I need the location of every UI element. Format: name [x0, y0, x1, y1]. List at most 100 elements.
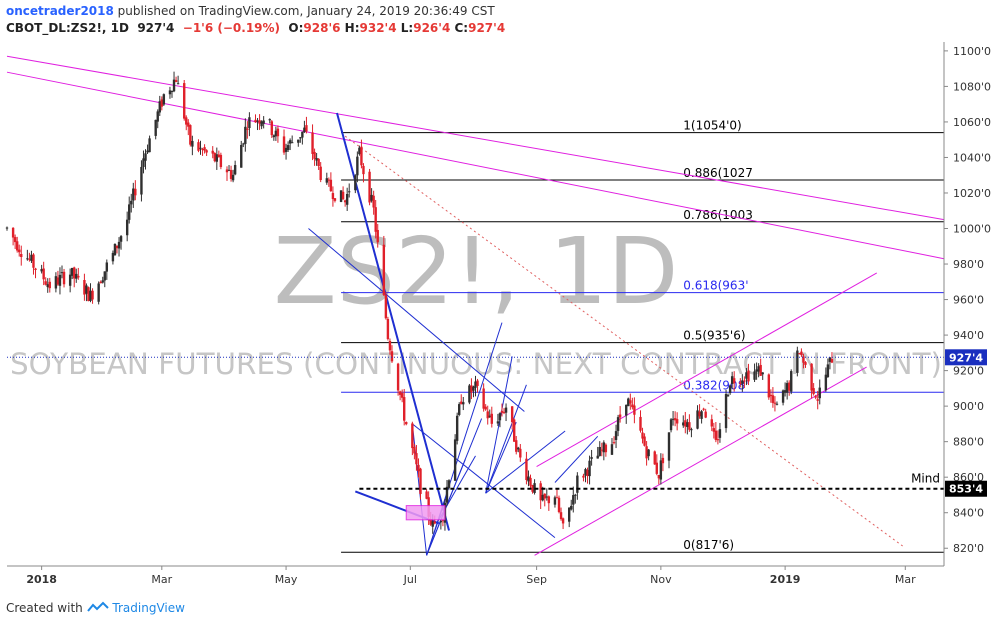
candle-body — [42, 268, 45, 280]
candle-body — [229, 170, 233, 179]
candle-body — [276, 128, 280, 137]
candle-body — [584, 469, 587, 476]
candle-body — [270, 121, 274, 136]
candle-body — [201, 148, 204, 150]
fan-line[interactable] — [426, 494, 448, 556]
candle-body — [101, 280, 104, 283]
candle-body — [56, 277, 60, 285]
candle-body — [828, 357, 832, 362]
price-axis[interactable]: 820'0840'0860'0880'0900'0920'0940'0960'0… — [944, 45, 991, 555]
candle-body — [504, 407, 508, 413]
candle-body — [730, 376, 734, 384]
x-tick-label: Jul — [403, 573, 417, 586]
publish-info: published on TradingView.com, January 24… — [117, 4, 495, 18]
candle-body — [484, 406, 487, 410]
y-tick-label: 940'0 — [953, 329, 984, 342]
candle-body — [702, 408, 705, 410]
candle-body — [374, 207, 377, 232]
candle-body — [197, 142, 200, 151]
candle-body — [327, 179, 331, 181]
candle-body — [172, 79, 176, 92]
candle-body — [682, 422, 685, 426]
x-tick-label: Sep — [526, 573, 547, 586]
footer: Created with TradingView — [6, 601, 185, 615]
x-tick-label: Mar — [151, 573, 172, 586]
candle-body — [757, 366, 760, 372]
watermark-description: SOYBEAN FUTURES (CONTINUOUS: NEXT CONTRA… — [10, 347, 942, 381]
tradingview-logo-icon — [86, 601, 109, 612]
candle-body — [317, 158, 320, 167]
candle-body — [513, 419, 516, 442]
candle-body — [431, 521, 434, 527]
candle-body — [671, 418, 675, 420]
y-tick-label: 960'0 — [953, 294, 984, 307]
candle-body — [462, 402, 465, 405]
time-axis[interactable]: 2018 Mar May Jul Sep Nov 2019 Mar — [26, 566, 916, 586]
candle-body — [804, 362, 807, 365]
candle-body — [28, 258, 31, 260]
candle-body — [282, 136, 286, 153]
candle-body — [755, 369, 758, 372]
candle-body — [117, 241, 121, 249]
tradingview-brand[interactable]: TradingView — [112, 601, 185, 615]
candle-body — [500, 410, 504, 413]
candle-body — [233, 165, 237, 175]
trendline-magenta-upper[interactable] — [6, 55, 945, 221]
fan-line[interactable] — [485, 421, 517, 494]
fan-line[interactable] — [554, 435, 599, 483]
symbol-name[interactable]: CBOT_DL:ZS2!, 1D — [6, 21, 129, 35]
candle-body — [258, 120, 261, 124]
candle-body — [531, 485, 534, 492]
candle-body — [767, 374, 771, 398]
mind-level-label: Mind — [911, 472, 940, 486]
candle-body — [625, 404, 628, 416]
candle-body — [600, 449, 603, 451]
candle-body — [588, 460, 591, 477]
high-value: 932'4 — [359, 21, 397, 35]
candle-body — [341, 191, 345, 200]
channel-magenta-lower[interactable] — [534, 366, 867, 556]
candle-body — [641, 432, 644, 439]
candle-body — [488, 415, 491, 417]
channel-magenta-upper[interactable] — [536, 272, 878, 467]
candle-body — [85, 285, 88, 294]
candle-body — [482, 388, 485, 409]
fan-line[interactable] — [426, 418, 483, 556]
candle-body — [130, 200, 133, 205]
candle-body — [354, 175, 357, 191]
candle-body — [714, 430, 718, 440]
candle-body — [26, 258, 29, 260]
candle-body — [798, 353, 801, 355]
candle-body — [260, 121, 263, 127]
candle-body — [411, 423, 414, 449]
candle-body — [146, 150, 149, 153]
trendline-blue-thin[interactable] — [308, 228, 525, 412]
candle-body — [403, 397, 406, 421]
fan-line[interactable] — [485, 384, 527, 494]
candle-body — [274, 130, 278, 137]
candle-body — [716, 439, 720, 441]
low-label: L: — [400, 21, 414, 35]
candlestick-series — [5, 71, 834, 534]
candle-body — [134, 188, 137, 196]
candle-body — [103, 271, 106, 281]
candle-body — [659, 460, 663, 480]
fan-line[interactable] — [485, 356, 513, 494]
candle-body — [802, 356, 805, 363]
author-name[interactable]: oncetrader2018 — [6, 4, 114, 18]
trendline-red-dotted[interactable] — [344, 135, 904, 547]
candle-body — [217, 154, 221, 157]
fan-line[interactable] — [412, 423, 556, 538]
candle-body — [248, 117, 251, 129]
candle-body — [319, 166, 322, 180]
candle-body — [572, 495, 575, 505]
high-label: H: — [344, 21, 360, 35]
candle-body — [11, 227, 15, 238]
candle-body — [529, 477, 532, 486]
candle-body — [115, 245, 119, 249]
candle-body — [543, 493, 546, 499]
candle-body — [553, 497, 557, 505]
candle-body — [132, 188, 135, 201]
candle-body — [787, 382, 791, 391]
